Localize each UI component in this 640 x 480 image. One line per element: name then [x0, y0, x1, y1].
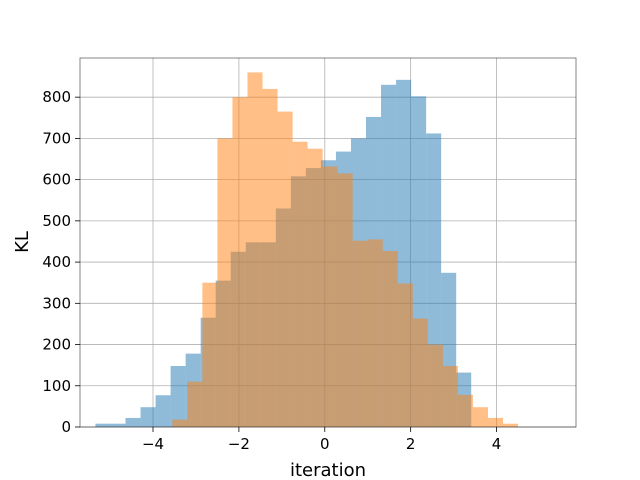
histogram-bar-series-2 — [202, 282, 218, 427]
y-tick-label: 600 — [42, 171, 71, 189]
y-tick-label: 500 — [42, 212, 71, 230]
x-tick-label: 0 — [320, 435, 330, 453]
histogram-bar-series-2 — [292, 141, 308, 427]
histogram-bar-series-2 — [307, 148, 323, 427]
histogram-bar-series-2 — [412, 318, 428, 427]
x-axis-label: iteration — [290, 460, 366, 480]
histogram-bar-series-2 — [247, 72, 263, 427]
histogram-bar-series-2 — [352, 240, 368, 427]
histogram-bar-series-2 — [442, 365, 458, 427]
histogram-bar-series-2 — [322, 166, 338, 427]
histogram-bar-series-2 — [382, 250, 398, 427]
x-tick-label: −2 — [228, 435, 250, 453]
histogram-bar-series-2 — [232, 97, 248, 427]
y-tick-label: 400 — [42, 253, 71, 271]
y-axis-label: KL — [12, 231, 33, 253]
histogram-bar-series-1 — [155, 395, 171, 427]
histogram-bar-series-2 — [457, 394, 473, 427]
axis-ticks: −4 −2 0 2 4 0 100 200 300 400 500 600 700 800 — [42, 88, 501, 453]
histogram-bar-series-1 — [125, 417, 141, 427]
histogram-bar-series-2 — [337, 173, 353, 427]
histogram-bar-series-2 — [262, 88, 278, 428]
x-tick-label: 4 — [492, 435, 502, 453]
histogram-bar-series-2 — [172, 419, 188, 427]
x-tick-label: 2 — [406, 435, 416, 453]
histogram-bar-series-1 — [140, 407, 156, 427]
histogram-bar-series-2 — [487, 417, 503, 427]
histogram-bar-series-2 — [502, 423, 519, 427]
y-tick-label: 700 — [42, 129, 71, 147]
y-tick-label: 0 — [61, 418, 71, 436]
histogram-bar-series-1 — [170, 365, 186, 427]
x-tick-label: −4 — [142, 435, 164, 453]
histogram-bar-series-2 — [277, 111, 293, 427]
histogram-bar-series-2 — [472, 407, 488, 427]
plot-frame — [79, 57, 577, 428]
y-tick-label: 200 — [42, 336, 71, 354]
histogram-bar-series-2 — [427, 344, 443, 427]
histogram-bars — [95, 72, 519, 428]
y-tick-label: 100 — [42, 377, 71, 395]
histogram-bar-series-2 — [397, 283, 413, 427]
histogram-bar-series-1 — [95, 423, 111, 427]
histogram-bar-series-2 — [187, 381, 203, 427]
histogram-bar-series-2 — [367, 239, 383, 427]
y-tick-label: 800 — [42, 88, 71, 106]
histogram-bar-series-1 — [110, 423, 126, 427]
y-tick-label: 300 — [42, 294, 71, 312]
histogram-bar-series-2 — [217, 138, 233, 427]
